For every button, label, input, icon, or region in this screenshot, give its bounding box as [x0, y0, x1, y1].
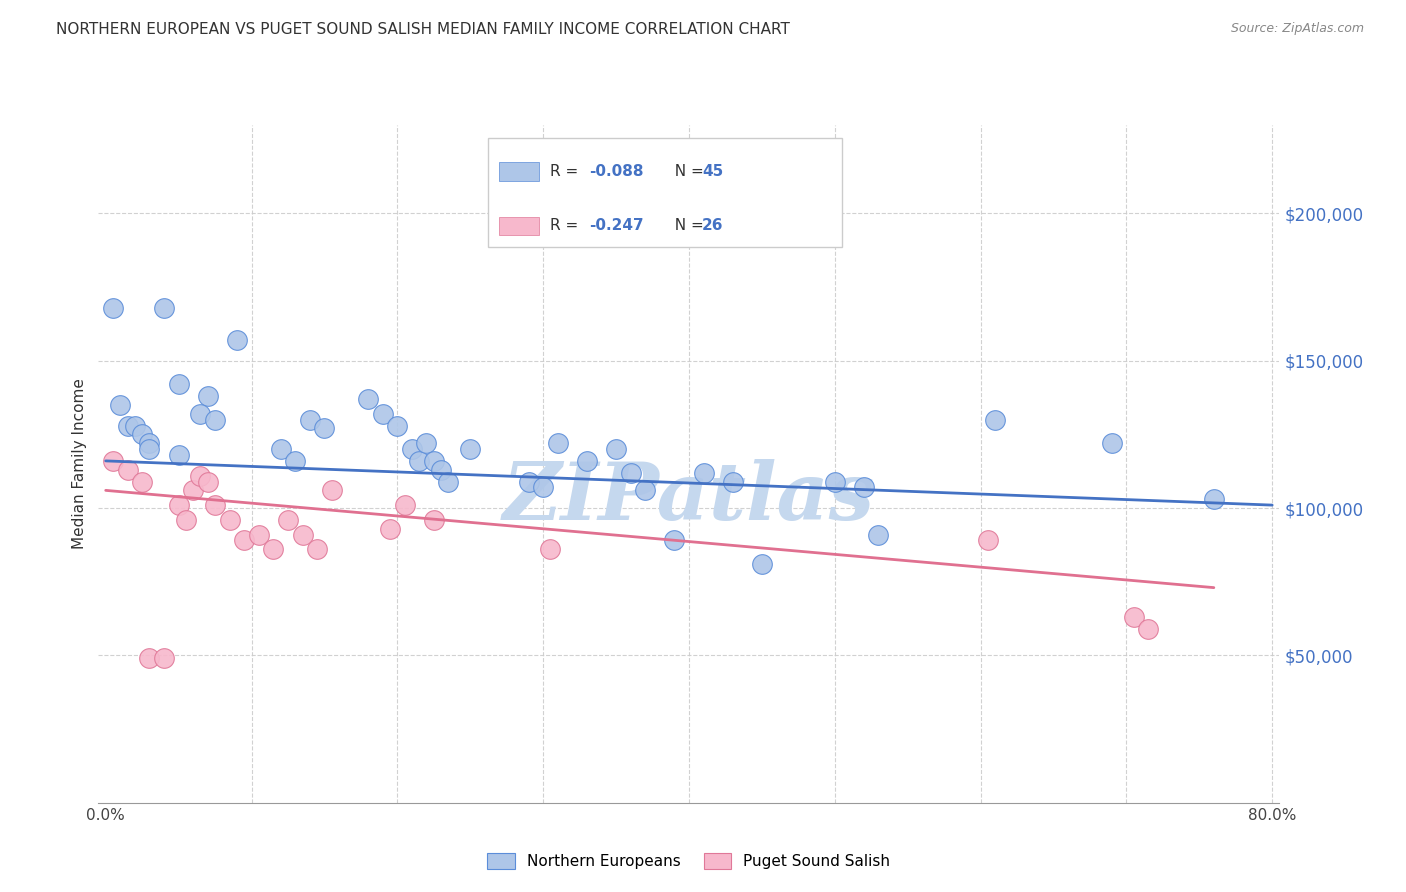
Point: [430, 463, 453, 477]
Point: [117, 418, 139, 433]
Point: [620, 466, 643, 480]
Point: [167, 448, 190, 462]
Point: [101, 301, 124, 315]
Point: [1137, 622, 1160, 636]
Text: ZIPatlas: ZIPatlas: [503, 459, 875, 536]
Text: R =: R =: [550, 164, 583, 179]
Y-axis label: Median Family Income: Median Family Income: [72, 378, 87, 549]
Point: [204, 498, 226, 512]
Point: [378, 522, 401, 536]
Point: [190, 407, 212, 421]
Point: [277, 513, 299, 527]
Point: [197, 389, 219, 403]
Point: [197, 475, 219, 489]
Point: [153, 651, 176, 665]
Point: [174, 513, 197, 527]
Point: [101, 454, 124, 468]
Point: [131, 427, 153, 442]
Point: [977, 533, 1000, 548]
Point: [138, 442, 160, 456]
Text: Source: ZipAtlas.com: Source: ZipAtlas.com: [1230, 22, 1364, 36]
Point: [824, 475, 846, 489]
Point: [868, 527, 890, 541]
Point: [531, 480, 554, 494]
Point: [371, 407, 394, 421]
Point: [233, 533, 256, 548]
Text: -0.247: -0.247: [589, 219, 644, 234]
Point: [423, 454, 446, 468]
Point: [1101, 436, 1123, 450]
Point: [314, 421, 336, 435]
Point: [401, 442, 423, 456]
Point: [321, 483, 343, 498]
Point: [751, 557, 773, 571]
Point: [247, 527, 270, 541]
Point: [575, 454, 598, 468]
Point: [190, 468, 212, 483]
Point: [437, 475, 460, 489]
Point: [167, 377, 190, 392]
Text: 26: 26: [702, 219, 723, 234]
Point: [131, 475, 153, 489]
Point: [181, 483, 204, 498]
Point: [284, 454, 307, 468]
Point: [423, 513, 446, 527]
Point: [605, 442, 627, 456]
Point: [458, 442, 481, 456]
Point: [415, 436, 437, 450]
Text: N =: N =: [665, 219, 709, 234]
Point: [1122, 610, 1144, 624]
Point: [634, 483, 657, 498]
Point: [110, 398, 132, 412]
Point: [517, 475, 540, 489]
Point: [138, 436, 160, 450]
Point: [387, 418, 409, 433]
Point: [721, 475, 744, 489]
Point: [298, 412, 321, 426]
Point: [138, 651, 160, 665]
Point: [262, 542, 284, 557]
Point: [852, 480, 875, 494]
Text: -0.088: -0.088: [589, 164, 644, 179]
Point: [547, 436, 569, 450]
Text: NORTHERN EUROPEAN VS PUGET SOUND SALISH MEDIAN FAMILY INCOME CORRELATION CHART: NORTHERN EUROPEAN VS PUGET SOUND SALISH …: [56, 22, 790, 37]
Legend: Northern Europeans, Puget Sound Salish: Northern Europeans, Puget Sound Salish: [479, 846, 898, 877]
Point: [117, 463, 139, 477]
Text: 45: 45: [702, 164, 723, 179]
Point: [538, 542, 561, 557]
Point: [167, 498, 190, 512]
Point: [291, 527, 314, 541]
Point: [270, 442, 292, 456]
Point: [307, 542, 329, 557]
Point: [204, 412, 226, 426]
Text: R =: R =: [550, 219, 583, 234]
Point: [408, 454, 430, 468]
Text: N =: N =: [665, 164, 709, 179]
Point: [218, 513, 240, 527]
Point: [357, 392, 380, 406]
Point: [394, 498, 416, 512]
Point: [153, 301, 176, 315]
Point: [984, 412, 1007, 426]
Point: [664, 533, 686, 548]
Point: [226, 333, 249, 347]
Point: [692, 466, 714, 480]
Point: [1202, 492, 1225, 507]
Point: [124, 418, 146, 433]
